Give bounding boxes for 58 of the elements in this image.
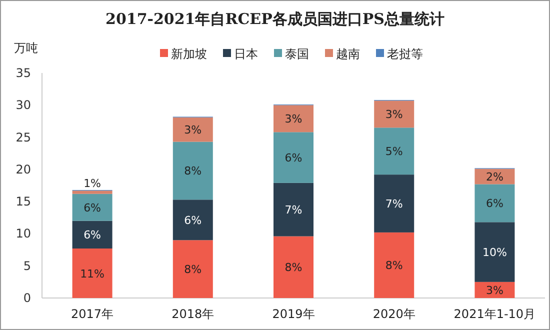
- bar: [274, 182, 314, 236]
- annotation: 6%: [84, 228, 102, 242]
- annotation: 11%: [80, 267, 105, 280]
- y-tick-label: 20: [16, 162, 31, 176]
- y-axis-title: 万吨: [14, 41, 38, 55]
- annotation: 10%: [482, 246, 507, 260]
- bar: [274, 236, 314, 298]
- annotation: 8%: [184, 164, 202, 178]
- annotation: 3%: [486, 284, 504, 297]
- bar: [474, 222, 515, 282]
- annotation: 6%: [284, 152, 302, 165]
- y-tick-label: 30: [16, 98, 31, 112]
- x-tick-label: 2020年: [372, 307, 416, 321]
- annotation: 7%: [284, 204, 302, 217]
- bar: [274, 132, 314, 183]
- x-tick-label: 2021年1-10月: [454, 307, 536, 321]
- x-tick-label: 2019年: [272, 307, 315, 321]
- annotation: 2%: [486, 170, 504, 184]
- bar: [72, 248, 112, 298]
- bar: [474, 184, 515, 222]
- bar: [374, 232, 414, 298]
- bar: [274, 105, 314, 132]
- y-tick-label: 10: [16, 226, 31, 241]
- bar: [374, 174, 414, 232]
- bar: [374, 128, 414, 175]
- annotation: 3%: [385, 108, 403, 122]
- bar: [172, 240, 213, 298]
- y-tick-label: 15: [16, 194, 31, 209]
- annotation: 6%: [184, 214, 202, 227]
- annotation: 6%: [84, 201, 102, 214]
- bar: [72, 190, 112, 194]
- x-tick-label: 2018年: [172, 307, 214, 321]
- y-tick-label: 5: [23, 258, 31, 273]
- legend-label: 日本: [234, 47, 258, 61]
- chart-title: 2017-2021年自RCEP各成员国进口PS总量统计: [106, 10, 444, 28]
- bar: [172, 117, 213, 142]
- annotation: 8%: [284, 261, 302, 274]
- bar: [374, 100, 414, 128]
- y-tick-label: 25: [16, 130, 31, 144]
- annotation: 3%: [284, 112, 302, 126]
- annotation: 8%: [184, 263, 202, 276]
- x-tick-label: 2017年: [71, 307, 114, 321]
- y-tick-label: 35: [16, 66, 31, 80]
- bar: [172, 200, 213, 240]
- bar: [172, 142, 213, 200]
- y-tick-label: 0: [23, 291, 31, 305]
- annotation: 7%: [385, 198, 403, 210]
- annotation: 5%: [385, 145, 403, 158]
- legend-label: 泰国: [285, 47, 309, 61]
- annotation: 8%: [385, 259, 403, 272]
- legend-label: 新加坡: [171, 47, 207, 61]
- bar: [72, 220, 112, 248]
- annotation: 3%: [184, 124, 202, 137]
- legend-label: 越南: [336, 47, 360, 61]
- legend-label: 老挝等: [387, 47, 423, 61]
- annotation: 1%: [84, 177, 102, 190]
- bar: [72, 194, 112, 221]
- annotation: 6%: [486, 197, 504, 210]
